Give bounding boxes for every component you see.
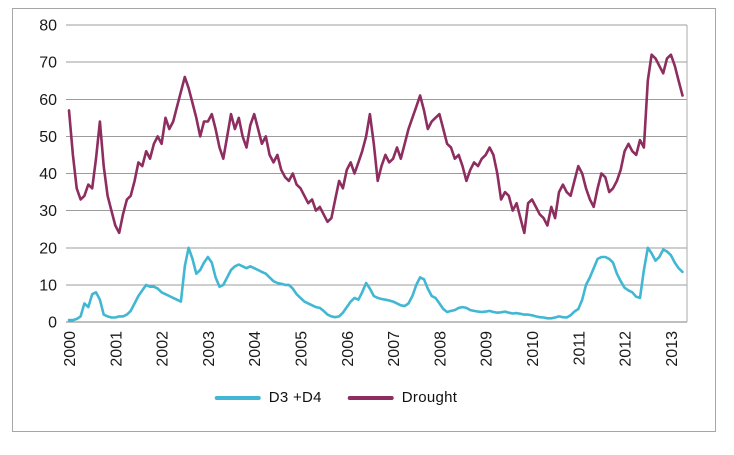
x-tick-label: 2007 [386, 331, 403, 367]
legend-swatch-d3d4 [214, 395, 261, 400]
y-tick-label: 0 [48, 315, 57, 332]
legend-swatch-drought [347, 395, 394, 400]
x-tick-label: 2003 [201, 331, 218, 367]
y-tick-label: 20 [39, 240, 57, 257]
x-tick-label: 2013 [664, 331, 681, 367]
x-tick-label: 2001 [108, 331, 125, 367]
y-tick-label: 30 [39, 203, 57, 220]
x-tick-label: 2008 [432, 331, 449, 367]
legend-item-drought: Drought [347, 389, 458, 406]
y-tick-label: 60 [39, 92, 57, 109]
y-tick-label: 50 [39, 129, 57, 146]
y-tick-label: 10 [39, 277, 57, 294]
series-line-drought [67, 53, 684, 235]
y-tick-label: 70 [39, 55, 57, 72]
legend: D3 +D4 Drought [214, 389, 458, 406]
legend-label-d3d4: D3 +D4 [268, 389, 322, 406]
series-line-d3-d4 [67, 246, 684, 322]
legend-label-drought: Drought [401, 389, 458, 406]
x-tick-label: 2012 [618, 331, 635, 367]
x-tick-label: 2011 [571, 331, 588, 366]
y-tick-label: 40 [39, 166, 57, 183]
x-tick-label: 2006 [340, 331, 357, 367]
x-tick-label: 2005 [294, 331, 311, 367]
x-tick-label: 2002 [155, 331, 172, 367]
x-tick-label: 2004 [247, 331, 264, 367]
x-tick-label: 2010 [525, 331, 542, 367]
x-tick-label: 2000 [62, 331, 79, 367]
legend-item-d3d4: D3 +D4 [214, 389, 322, 406]
y-tick-label: 80 [39, 18, 57, 35]
x-tick-label: 2009 [479, 331, 496, 367]
chart-border [12, 8, 716, 432]
